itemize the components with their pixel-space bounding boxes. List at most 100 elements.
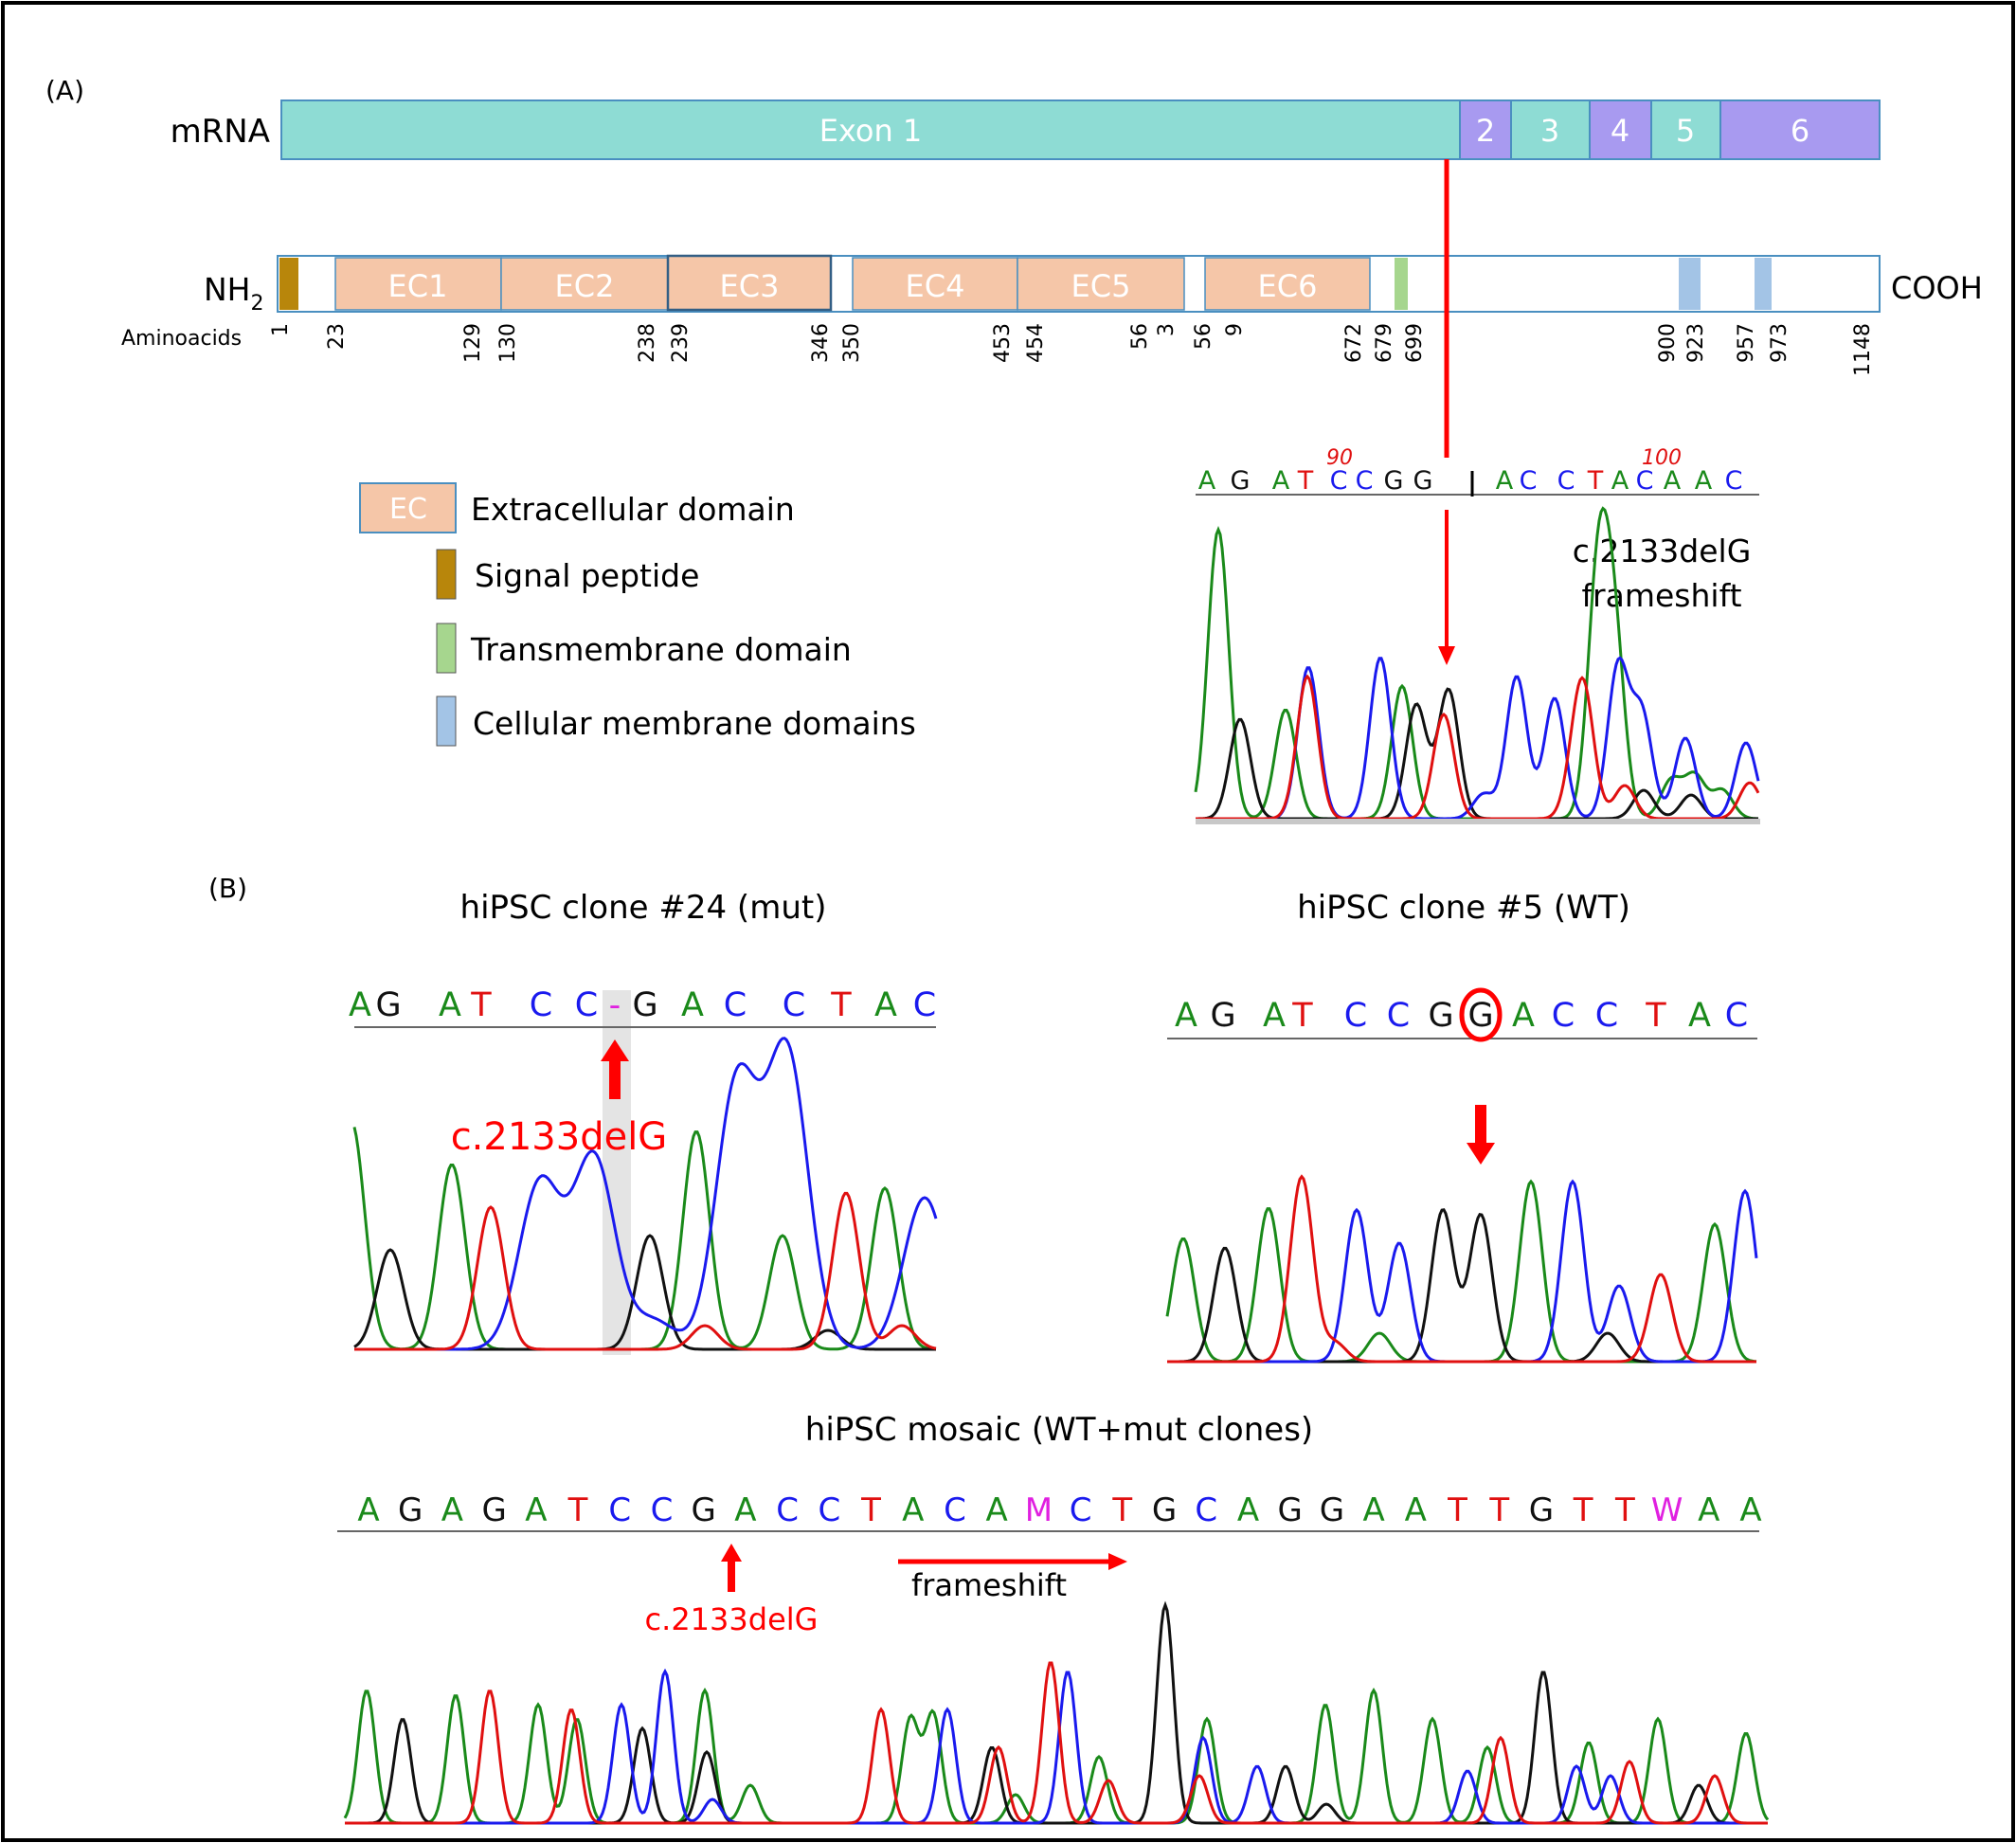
exon-5-label: 5 xyxy=(1676,113,1695,149)
annotation-delg-a: c.2133delG xyxy=(1573,533,1752,569)
membrane-domain-1 xyxy=(1679,258,1701,310)
legend: EC Extracellular domain Signal peptide T… xyxy=(359,482,916,747)
aa-position-6: 346 xyxy=(809,323,833,363)
aa-position-2: 129 xyxy=(461,323,485,363)
bases-m-base-33: A xyxy=(1739,1491,1761,1529)
protein-bar: EC1 EC2 EC3 EC4 EC5 EC6 xyxy=(277,254,1881,313)
legend-membrane-swatch xyxy=(436,696,457,747)
clone24-annotation: c.2133delG xyxy=(451,1115,668,1159)
bases-m-base-12: T xyxy=(860,1491,881,1529)
bases-m-base-31: W xyxy=(1651,1491,1683,1529)
legend-ec-box-text: EC xyxy=(389,493,427,526)
bases-24-base-2: A xyxy=(439,986,461,1024)
bases-24-base-9: C xyxy=(724,986,747,1024)
bases-m-base-8: G xyxy=(692,1491,716,1529)
bases-m-base-24: A xyxy=(1362,1491,1384,1529)
wt-g-circle xyxy=(1459,987,1503,1042)
annotation-frameshift-a: frameshift xyxy=(1581,577,1741,614)
aminoacids-label: Aminoacids xyxy=(121,327,242,351)
bases-m-base-0: A xyxy=(357,1491,379,1529)
ec3-label: EC3 xyxy=(720,268,780,304)
legend-tm-swatch xyxy=(436,623,457,674)
bases-m-base-14: C xyxy=(944,1491,966,1529)
bases-a-base-5: C xyxy=(1356,466,1374,496)
trace-24-c xyxy=(354,1037,938,1351)
bases-5-base-10: C xyxy=(1595,997,1618,1035)
trace-5-a xyxy=(1165,1179,1757,1364)
mrna-bar: Exon 1 2 3 4 5 6 xyxy=(280,99,1881,160)
trace-a-c xyxy=(1196,656,1760,821)
bases-m-base-17: C xyxy=(1070,1491,1092,1529)
bases-m-base-18: T xyxy=(1111,1491,1132,1529)
bases-a-base-13: C xyxy=(1636,466,1654,496)
bases-m-base-1: G xyxy=(398,1491,423,1529)
bases-24-base-7: G xyxy=(632,986,657,1024)
aa-position-19: 957 xyxy=(1735,323,1758,363)
ec4-block xyxy=(852,257,1018,311)
bases-m-base-11: C xyxy=(818,1491,840,1529)
trace-5-t xyxy=(1167,1174,1756,1364)
bases-m-base-21: A xyxy=(1237,1491,1259,1529)
legend-ec-label: Extracellular domain xyxy=(471,491,795,528)
aa-position-14: 672 xyxy=(1342,323,1366,363)
bases-24-base-8: A xyxy=(681,986,704,1024)
bases-a-base-3: T xyxy=(1297,466,1314,496)
bases-5-base-12: A xyxy=(1688,997,1711,1035)
bases-a-base-1: G xyxy=(1231,466,1251,496)
legend-ec-swatch xyxy=(359,482,457,533)
ec3-block xyxy=(666,254,833,312)
bases-m-base-16: M xyxy=(1025,1491,1053,1529)
aa-position-ticks: 1 23 129 130 238 239 346 350 453 454 56 3 56 9 672 679 6… xyxy=(269,323,1875,376)
mosaic-annotation: c.2133delG xyxy=(645,1601,819,1637)
exon-2 xyxy=(1459,99,1512,160)
bases-5-base-6: G xyxy=(1428,997,1453,1035)
up-arrow-m-shaft xyxy=(728,1562,735,1592)
ec5-block xyxy=(1017,257,1185,311)
exon-5 xyxy=(1650,99,1721,160)
bases-m-base-19: G xyxy=(1152,1491,1177,1529)
ec6-label: EC6 xyxy=(1258,268,1318,304)
bases-a-base-15: A xyxy=(1695,466,1713,496)
bases-5-base-5: C xyxy=(1387,997,1410,1035)
down-arrow-5-shaft xyxy=(1475,1105,1486,1143)
transmembrane-block xyxy=(1395,258,1408,310)
clone5-title: hiPSC clone #5 (WT) xyxy=(1297,889,1630,927)
bases-a-base-16: C xyxy=(1725,466,1743,496)
bases-a-base-6: G xyxy=(1384,466,1404,496)
bases-m-base-30: T xyxy=(1614,1491,1635,1529)
bases-5-base-3: T xyxy=(1291,997,1313,1035)
aa-position-1: 23 xyxy=(325,323,349,350)
bases-a-base-9: C xyxy=(1520,466,1538,496)
bases-m-base-15: A xyxy=(986,1491,1008,1529)
trace-24-a xyxy=(352,1127,937,1351)
bases-m-base-26: T xyxy=(1447,1491,1467,1529)
bases-5-base-7: G xyxy=(1467,997,1493,1035)
aa-position-0: 1 xyxy=(269,323,293,336)
legend-membrane-label: Cellular membrane domains xyxy=(473,705,916,742)
clone24-title: hiPSC clone #24 (mut) xyxy=(460,889,827,927)
aa-position-13: 9 xyxy=(1223,323,1247,336)
exon-6 xyxy=(1719,99,1881,160)
bases-a-base-7: G xyxy=(1413,466,1433,496)
bases-5-base-1: G xyxy=(1210,997,1235,1035)
aa-position-16: 699 xyxy=(1403,323,1427,363)
aa-position-8: 453 xyxy=(991,323,1015,363)
bases-m-base-2: A xyxy=(441,1491,463,1529)
exon-2-label: 2 xyxy=(1476,113,1495,149)
exon-6-label: 6 xyxy=(1791,113,1809,149)
bases-a-base-12: A xyxy=(1611,466,1629,496)
bases-5-base-13: C xyxy=(1725,997,1748,1035)
bases-a-base-2: A xyxy=(1272,466,1290,496)
cooh-label: COOH xyxy=(1891,270,1983,306)
exon-4-label: 4 xyxy=(1611,113,1629,149)
bases-24-base-13: C xyxy=(913,986,936,1024)
aa-position-12: 56 xyxy=(1192,323,1215,350)
ec2-label: EC2 xyxy=(555,268,615,304)
aa-position-11: 3 xyxy=(1155,323,1179,336)
bases-5-base-4: C xyxy=(1344,997,1367,1035)
trace-24-t xyxy=(354,1191,937,1351)
bases-a-base-11: T xyxy=(1587,466,1604,496)
